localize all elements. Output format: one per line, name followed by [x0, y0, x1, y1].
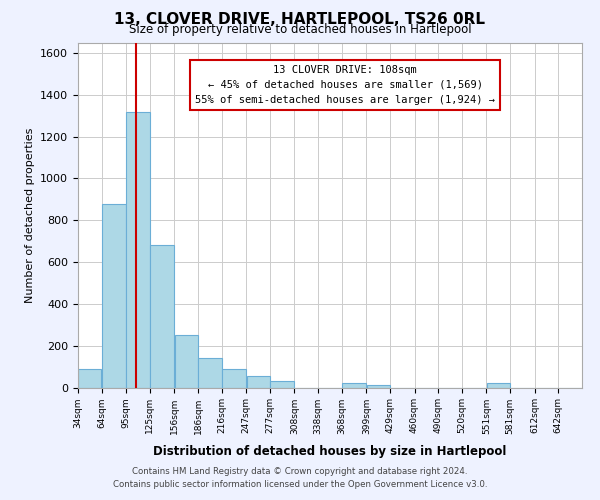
Bar [150, 246, 174, 388]
Bar [78, 369, 101, 388]
Bar [247, 376, 270, 388]
Text: Contains HM Land Registry data © Crown copyright and database right 2024.
Contai: Contains HM Land Registry data © Crown c… [113, 468, 487, 489]
X-axis label: Distribution of detached houses by size in Hartlepool: Distribution of detached houses by size … [154, 444, 506, 458]
Y-axis label: Number of detached properties: Number of detached properties [25, 128, 35, 302]
Text: 13, CLOVER DRIVE, HARTLEPOOL, TS26 0RL: 13, CLOVER DRIVE, HARTLEPOOL, TS26 0RL [115, 12, 485, 26]
Bar [367, 386, 390, 388]
Bar [487, 384, 510, 388]
Bar [342, 384, 366, 388]
Bar [127, 112, 149, 388]
Text: Size of property relative to detached houses in Hartlepool: Size of property relative to detached ho… [128, 22, 472, 36]
Text: 13 CLOVER DRIVE: 108sqm
← 45% of detached houses are smaller (1,569)
55% of semi: 13 CLOVER DRIVE: 108sqm ← 45% of detache… [195, 65, 495, 104]
Bar [175, 335, 198, 388]
Bar [102, 204, 126, 388]
Bar [222, 369, 246, 388]
Bar [270, 381, 294, 388]
Bar [199, 358, 221, 388]
